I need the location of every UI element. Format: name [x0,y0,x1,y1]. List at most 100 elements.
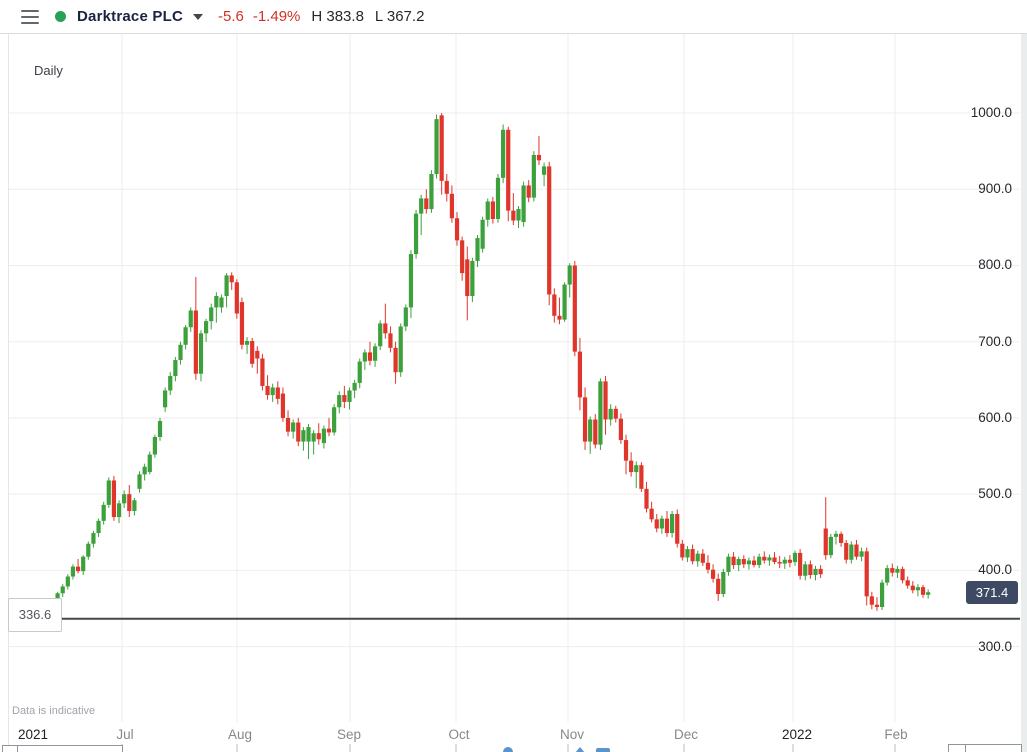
candle [96,518,101,537]
candle [603,376,608,435]
candle [700,549,705,566]
candle [920,584,926,598]
candle [823,497,828,560]
candle [86,541,91,560]
candle [659,515,664,534]
candle [393,341,398,384]
candle [434,114,439,179]
candle [879,579,885,611]
candle [833,530,839,545]
price-change: -5.6 [217,8,244,25]
candle [582,387,588,450]
candle [721,568,726,598]
candle [490,196,495,224]
candle [45,608,50,617]
candle [413,209,419,259]
chevron-down-icon[interactable] [192,13,203,20]
candle [378,320,383,351]
candle [690,544,695,565]
candle [828,533,833,559]
candle [613,405,618,423]
candle [265,375,270,400]
candle [572,260,577,357]
candle [521,181,526,227]
partial-control-right-wide[interactable] [965,744,1022,752]
candle [388,326,393,353]
candle [598,378,603,450]
candle [495,174,501,223]
candle [111,475,117,521]
candle [839,531,844,547]
candle [301,427,306,451]
market-open-dot-icon [55,11,66,22]
partial-control-left-wide[interactable] [17,745,123,752]
candle [798,549,803,580]
candle [818,565,823,579]
candle [465,246,470,321]
candle [526,180,531,203]
candle [736,556,741,572]
candle [35,609,40,623]
partial-toolbar-icon[interactable] [503,747,513,752]
candle [234,279,239,319]
candle [168,372,173,396]
candle [726,553,731,576]
candle [485,198,490,227]
candle [895,565,900,579]
candle [296,417,301,447]
candle [116,500,122,524]
candle [444,174,449,202]
candle [926,589,931,599]
candle [152,434,157,458]
candle [127,485,132,518]
candle [751,555,757,568]
partial-toolbar-icon[interactable] [575,747,585,752]
candle [449,185,455,223]
candle [915,584,921,597]
candle [649,501,654,523]
candle [24,604,29,614]
candle [506,126,511,222]
candle [511,193,516,226]
candle [854,539,859,560]
candle [198,330,204,382]
price-change-percent: -1.49% [252,8,301,25]
candle [608,404,613,426]
candle [209,303,214,330]
candle [14,607,19,617]
candle [541,162,547,187]
partial-toolbar-icon[interactable] [596,748,610,752]
candle [408,250,414,319]
candle [910,581,915,594]
candle [792,550,798,566]
candle [193,276,198,380]
candle [593,414,598,449]
candle [664,510,670,537]
candle [306,424,311,460]
instrument-title[interactable]: Darktrace PLC [77,8,183,25]
candle [188,307,193,332]
day-low: L 367.2 [374,8,425,25]
candle [654,514,659,533]
candle [239,297,245,350]
candle [890,563,895,577]
candle [372,343,378,367]
candle [101,501,106,525]
candle [439,113,444,195]
candle [255,346,260,374]
candle [357,358,362,389]
candle [680,539,685,561]
candle [137,471,142,493]
candle [623,434,629,475]
menu-icon[interactable] [21,9,39,24]
candle [567,263,572,298]
candle [219,294,224,313]
candle [81,555,86,575]
candle [685,546,690,563]
candle [716,573,721,601]
candle [475,235,480,268]
partial-control-left-small[interactable] [2,745,18,752]
candle [362,349,367,370]
top-bar: Darktrace PLC -5.6 -1.49% H 383.8 L 367.… [0,0,1027,34]
